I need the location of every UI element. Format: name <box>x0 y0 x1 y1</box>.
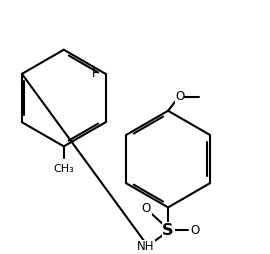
Text: O: O <box>142 202 151 215</box>
Text: CH₃: CH₃ <box>53 164 74 174</box>
Text: S: S <box>162 223 174 238</box>
Text: O: O <box>190 224 200 237</box>
Text: NH: NH <box>136 240 154 253</box>
Text: F: F <box>92 67 99 80</box>
Text: O: O <box>175 90 184 103</box>
